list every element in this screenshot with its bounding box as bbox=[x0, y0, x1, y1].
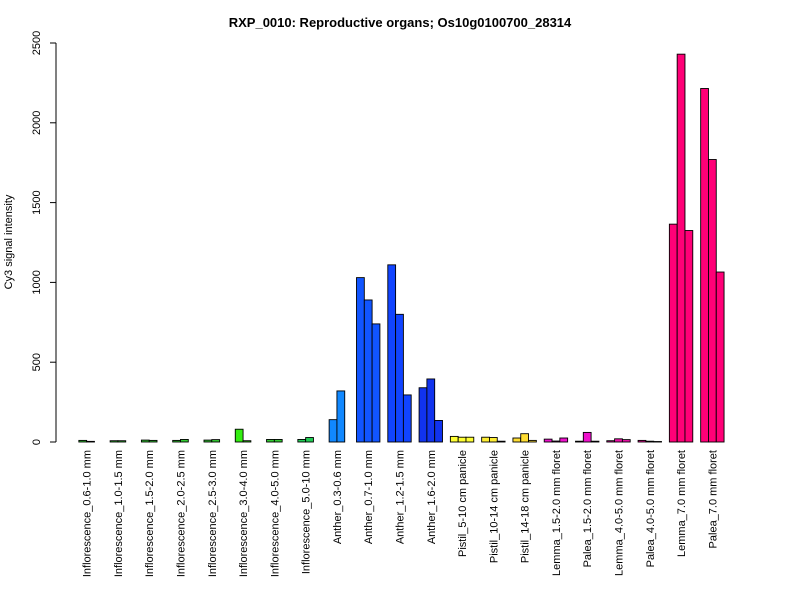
bar bbox=[434, 420, 443, 443]
bar bbox=[297, 439, 307, 443]
bar bbox=[418, 387, 428, 443]
bar bbox=[512, 437, 522, 443]
bar bbox=[715, 271, 725, 443]
category-label: Anther_1.6-2.0 mm bbox=[426, 450, 438, 544]
bar bbox=[621, 439, 631, 443]
bars bbox=[78, 53, 725, 443]
bar bbox=[676, 53, 686, 443]
category-label: Palea_4.0-5.0 mm floret bbox=[645, 450, 657, 567]
bar bbox=[180, 439, 189, 443]
bar bbox=[371, 323, 381, 443]
bar bbox=[528, 439, 537, 443]
category-label: Inflorescence_0.6-1.0 mm bbox=[82, 450, 94, 577]
bar bbox=[582, 431, 592, 443]
category-label: Anther_0.3-0.6 mm bbox=[332, 450, 344, 544]
bar bbox=[614, 438, 623, 443]
bar bbox=[356, 277, 365, 443]
bar bbox=[606, 440, 616, 443]
chart-title: RXP_0010: Reproductive organs; Os10g0100… bbox=[229, 15, 572, 30]
category-label: Pistil_5-10 cm panicle bbox=[457, 450, 469, 557]
bar bbox=[653, 441, 662, 443]
bar bbox=[109, 440, 119, 443]
bar bbox=[645, 440, 655, 443]
y-tick-label: 0 bbox=[31, 439, 43, 445]
category-label: Lemma_4.0-5.0 mm floret bbox=[614, 450, 626, 576]
bar bbox=[336, 390, 346, 443]
y-tick-label: 2000 bbox=[31, 111, 43, 135]
bar bbox=[140, 439, 150, 443]
bar bbox=[426, 378, 436, 443]
bar bbox=[590, 440, 600, 443]
category-label: Inflorescence_4.0-5.0 mm bbox=[269, 450, 281, 577]
bar bbox=[117, 440, 127, 443]
bar bbox=[559, 437, 569, 443]
bar bbox=[273, 439, 283, 443]
category-label: Inflorescence_1.0-1.5 mm bbox=[113, 450, 125, 577]
bar bbox=[211, 439, 221, 443]
bar bbox=[305, 437, 314, 443]
bar bbox=[328, 419, 338, 443]
y-tick-label: 1500 bbox=[31, 190, 43, 214]
bar bbox=[363, 299, 373, 443]
bar bbox=[708, 159, 717, 443]
bar bbox=[402, 394, 412, 443]
bar bbox=[496, 440, 506, 443]
category-label: Inflorescence_3.0-4.0 mm bbox=[238, 450, 250, 577]
category-label: Pistil_10-14 cm panicle bbox=[488, 450, 500, 563]
bar bbox=[481, 436, 490, 443]
bar bbox=[387, 264, 397, 443]
bar bbox=[457, 436, 467, 443]
bar bbox=[449, 435, 459, 443]
bar bbox=[543, 438, 553, 443]
bar bbox=[395, 313, 404, 443]
bar bbox=[148, 439, 158, 443]
bar bbox=[78, 439, 88, 443]
bar bbox=[266, 439, 275, 443]
category-label: Palea_7.0 mm floret bbox=[707, 450, 719, 548]
category-label: Pistil_14-18 cm panicle bbox=[520, 450, 532, 563]
category-label: Inflorescence_2.0-2.5 mm bbox=[176, 450, 188, 577]
category-label: Lemma_1.5-2.0 mm floret bbox=[551, 450, 563, 576]
category-label: Anther_0.7-1.0 mm bbox=[363, 450, 375, 544]
category-label: Inflorescence_1.5-2.0 mm bbox=[144, 450, 156, 577]
bar bbox=[684, 230, 694, 443]
category-label: Palea_1.5-2.0 mm floret bbox=[582, 450, 594, 567]
category-label: Anther_1.2-1.5 mm bbox=[395, 450, 407, 544]
x-axis: Inflorescence_0.6-1.0 mm Inflorescence_1.… bbox=[82, 450, 720, 577]
bar bbox=[86, 440, 95, 443]
y-tick-label: 500 bbox=[31, 353, 43, 371]
category-label: Inflorescence_2.5-3.0 mm bbox=[207, 450, 219, 577]
bar bbox=[234, 428, 244, 443]
bar bbox=[489, 437, 498, 443]
y-axis: 0 500 1000 1500 2000 2500 bbox=[31, 31, 57, 445]
bar bbox=[637, 439, 647, 443]
category-label: Lemma_7.0 mm floret bbox=[676, 450, 688, 557]
category-label: Inflorescence_5.0-10 mm bbox=[301, 450, 313, 574]
bar bbox=[172, 439, 181, 443]
y-axis-label: Cy3 signal intensity bbox=[3, 194, 15, 289]
y-tick-label: 1000 bbox=[31, 270, 43, 294]
bar bbox=[551, 440, 561, 443]
y-tick-label: 2500 bbox=[31, 31, 43, 55]
bar bbox=[520, 433, 529, 443]
bar bbox=[203, 439, 213, 443]
bar bbox=[242, 440, 252, 443]
bar bbox=[668, 223, 678, 443]
bar bbox=[465, 436, 475, 443]
bar bbox=[575, 440, 584, 443]
bar bbox=[700, 88, 709, 443]
